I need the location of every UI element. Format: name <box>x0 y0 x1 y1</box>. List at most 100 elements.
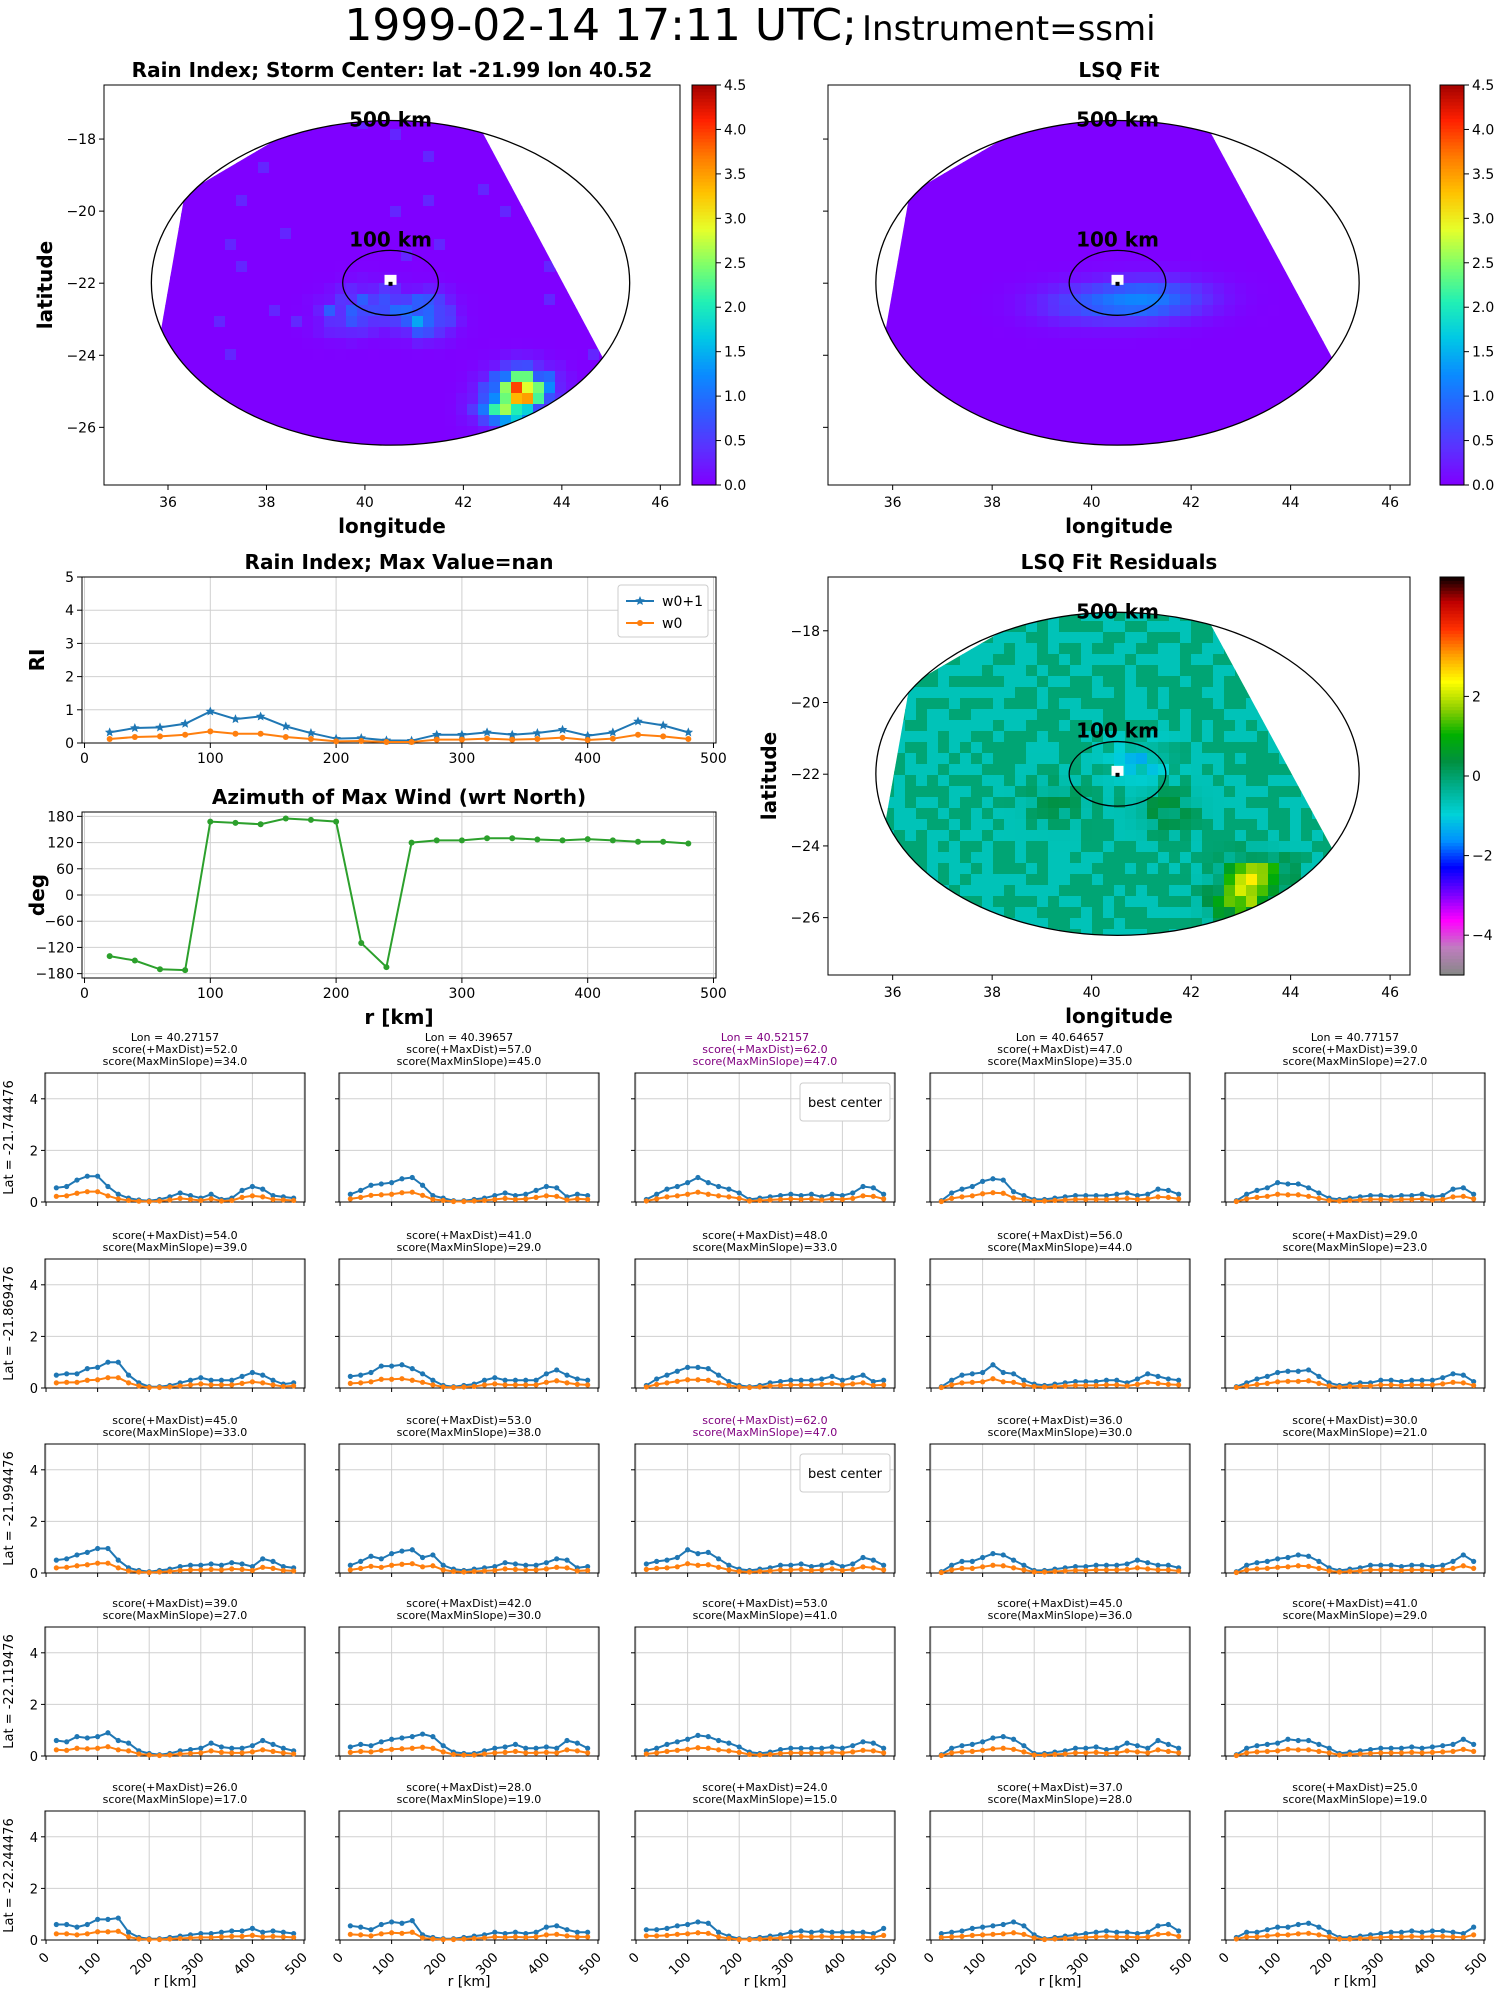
map-cell <box>894 382 906 394</box>
map-cell <box>850 448 862 460</box>
map-cell <box>643 349 655 361</box>
map-cell <box>412 382 424 394</box>
map-cell <box>456 206 468 218</box>
map-cell <box>1092 481 1104 493</box>
map-cell <box>214 195 226 207</box>
map-cell <box>938 184 950 196</box>
map-cell <box>632 404 644 416</box>
map-cell <box>1037 448 1049 460</box>
map-cell <box>1004 393 1016 405</box>
map-cell <box>478 140 490 152</box>
map-cell <box>346 459 358 471</box>
map-cell <box>1191 676 1203 688</box>
map-cell <box>1268 687 1280 699</box>
map-cell <box>1037 283 1049 295</box>
map-cell <box>949 272 961 284</box>
map-cell <box>1147 665 1159 677</box>
map-cell <box>1356 228 1368 240</box>
map-cell <box>676 327 688 339</box>
map-cell <box>1246 481 1258 493</box>
map-cell <box>1323 294 1335 306</box>
map-cell <box>1092 261 1104 273</box>
map-cell <box>346 195 358 207</box>
map-cell <box>555 173 567 185</box>
map-cell <box>379 239 391 251</box>
map-cell <box>1147 415 1159 427</box>
map-cell <box>126 85 138 97</box>
map-cell <box>423 173 435 185</box>
map-cell <box>258 426 270 438</box>
map-cell <box>632 151 644 163</box>
map-cell <box>533 283 545 295</box>
map-cell <box>643 195 655 207</box>
map-cell <box>621 85 633 97</box>
map-cell <box>159 470 171 482</box>
map-cell <box>1026 316 1038 328</box>
colorbar-segment <box>692 128 716 133</box>
map-cell <box>203 129 215 141</box>
map-cell <box>828 338 840 350</box>
map-cell <box>1026 588 1038 600</box>
map-cell <box>478 261 490 273</box>
map-cell <box>588 294 600 306</box>
map-cell <box>1301 217 1313 229</box>
map-cell <box>632 470 644 482</box>
map-cell <box>511 481 523 493</box>
map-cell <box>1048 621 1060 633</box>
map-cell <box>1070 612 1082 622</box>
map-cell <box>489 206 501 218</box>
colorbar-segment <box>692 95 716 99</box>
map-cell <box>511 195 523 207</box>
map-cell <box>861 481 873 493</box>
map-cell <box>982 470 994 482</box>
map-cell <box>1059 129 1071 141</box>
map-cell <box>1125 349 1137 361</box>
map-cell <box>1345 588 1357 600</box>
colorbar-segment <box>692 441 716 446</box>
map-cell <box>1367 665 1379 677</box>
map-cell <box>949 239 961 251</box>
colorbar-segment <box>1440 291 1464 296</box>
map-cell <box>489 96 501 108</box>
map-cell <box>302 162 314 174</box>
map-cell <box>993 654 1005 666</box>
map-cell <box>1268 184 1280 196</box>
map-cell <box>1378 393 1390 405</box>
map-cell <box>861 720 873 732</box>
map-cell <box>839 588 851 600</box>
map-cell <box>456 283 468 295</box>
map-cell <box>401 426 413 438</box>
map-cell <box>1224 437 1236 446</box>
map-cell <box>1026 294 1038 306</box>
map-cell <box>960 195 972 207</box>
map-cell <box>1213 195 1225 207</box>
map-cell <box>1367 470 1379 482</box>
map-cell <box>445 404 457 416</box>
map-cell <box>1246 415 1258 427</box>
map-cell <box>916 96 928 108</box>
map-cell <box>610 129 611 141</box>
map-cell <box>610 294 611 306</box>
map-cell <box>916 250 928 262</box>
map-cell <box>1180 338 1192 350</box>
map-cell <box>960 272 972 284</box>
map-cell <box>916 632 928 644</box>
map-cell <box>828 687 840 699</box>
map-cell <box>258 195 270 207</box>
map-cell <box>1290 85 1302 97</box>
map-cell <box>159 151 171 163</box>
map-cell <box>1356 643 1368 655</box>
colorbar-segment <box>692 221 716 226</box>
map-cell <box>1378 283 1390 295</box>
map-cell <box>170 107 182 119</box>
map-cell <box>126 129 138 141</box>
map-cell <box>1125 588 1137 600</box>
map-cell <box>1268 206 1280 218</box>
map-cell <box>610 459 622 471</box>
map-cell <box>1037 404 1049 416</box>
map-cell <box>357 371 369 383</box>
map-cell <box>599 96 611 108</box>
map-cell <box>1070 448 1082 460</box>
map-cell <box>938 173 950 185</box>
map-cell <box>993 665 1005 677</box>
